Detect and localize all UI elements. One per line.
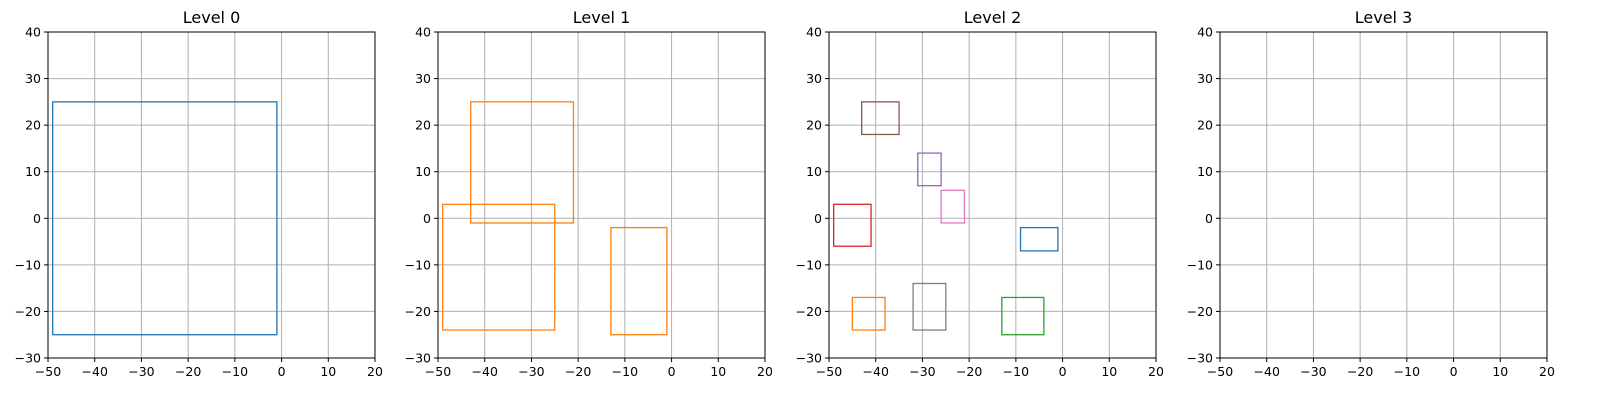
y-tick-label: −20: [15, 304, 41, 319]
box-2: [940, 189, 966, 224]
x-tick-label: −10: [1003, 364, 1029, 379]
y-tick-label: 40: [806, 25, 822, 40]
x-tick-label: 0: [1450, 364, 1458, 379]
y-tick-label: 20: [1197, 118, 1213, 133]
y-tick-label: 10: [1197, 164, 1213, 179]
y-tick-label: −30: [405, 351, 431, 366]
x-tick-label: −40: [1254, 364, 1280, 379]
x-tick-label: −30: [128, 364, 154, 379]
x-tick-label: 10: [320, 364, 336, 379]
y-tick-label: 40: [415, 25, 431, 40]
y-tick-label: −10: [796, 257, 822, 272]
y-tick-label: 40: [25, 25, 41, 40]
x-tick-label: −20: [1347, 364, 1373, 379]
x-tick-label: −20: [956, 364, 982, 379]
y-tick-label: −30: [15, 351, 41, 366]
y-tick-label: 40: [1197, 25, 1213, 40]
y-tick-label: 10: [25, 164, 41, 179]
x-tick-label: −40: [863, 364, 889, 379]
box-0: [52, 101, 278, 336]
y-tick-label: −20: [1187, 304, 1213, 319]
box-4: [1019, 226, 1059, 252]
axes-frame: [1219, 31, 1548, 359]
y-tick-label: −30: [1187, 351, 1213, 366]
x-tick-label: −30: [518, 364, 544, 379]
y-tick-label: −10: [1187, 257, 1213, 272]
panel-0: Level 0 −50 −40 −30 −20 −10 0 10 20 −30 −20 −10 0 10 2…: [15, 8, 383, 379]
x-tick-label: −20: [565, 364, 591, 379]
x-tick-label: −10: [1394, 364, 1420, 379]
y-tick-label: −20: [796, 304, 822, 319]
y-tick-label: −10: [15, 257, 41, 272]
x-tick-label: −10: [612, 364, 638, 379]
panel-title: Level 0: [183, 8, 241, 27]
panel-3: Level 3 −50 −40 −30 −20 −10 0 10 20 −30 −20 −10 0 10 2…: [1187, 8, 1555, 379]
y-tick-label: 30: [1197, 71, 1213, 86]
y-tick-label: 10: [806, 164, 822, 179]
box-5: [851, 296, 886, 331]
box-3: [833, 203, 872, 247]
panel-title: Level 1: [573, 8, 631, 27]
x-tick-label: 0: [1059, 364, 1067, 379]
box-2: [610, 226, 668, 336]
axes-frame: [437, 31, 766, 359]
x-tick-label: −40: [472, 364, 498, 379]
x-tick-label: −30: [909, 364, 935, 379]
panel-2: Level 2 −50 −40 −30 −20 −10 0 10 20 −30 −20 −10 0 10 2…: [796, 8, 1164, 379]
x-tick-label: −30: [1300, 364, 1326, 379]
x-tick-label: 0: [278, 364, 286, 379]
panel-1: Level 1 −50 −40 −30 −20 −10 0 10 20 −30 −20 −10 0 10 2…: [405, 8, 773, 379]
x-tick-label: −50: [816, 364, 842, 379]
y-tick-label: 20: [25, 118, 41, 133]
y-tick-label: 0: [1205, 211, 1213, 226]
y-tick-label: 10: [415, 164, 431, 179]
box-0: [470, 101, 575, 224]
y-tick-label: 30: [25, 71, 41, 86]
x-tick-label: −50: [425, 364, 451, 379]
axes-frame: [828, 31, 1157, 359]
x-tick-label: 10: [1492, 364, 1508, 379]
x-tick-label: 0: [668, 364, 676, 379]
x-tick-label: 20: [1539, 364, 1555, 379]
box-7: [1001, 296, 1045, 336]
y-tick-label: −10: [405, 257, 431, 272]
x-tick-label: 10: [1101, 364, 1117, 379]
y-tick-label: 30: [806, 71, 822, 86]
x-tick-label: 20: [757, 364, 773, 379]
y-tick-label: −30: [796, 351, 822, 366]
axes-frame: [47, 31, 376, 359]
box-6: [912, 282, 947, 331]
y-tick-label: 0: [33, 211, 41, 226]
x-tick-label: −50: [1207, 364, 1233, 379]
x-tick-label: −50: [35, 364, 61, 379]
y-tick-label: 20: [415, 118, 431, 133]
x-tick-label: 20: [1148, 364, 1164, 379]
x-tick-label: 10: [710, 364, 726, 379]
box-1: [442, 203, 556, 331]
y-tick-label: 0: [423, 211, 431, 226]
box-0: [861, 101, 900, 136]
x-tick-label: 20: [367, 364, 383, 379]
panel-title: Level 2: [964, 8, 1022, 27]
x-tick-label: −20: [175, 364, 201, 379]
x-tick-label: −40: [82, 364, 108, 379]
y-tick-label: −20: [405, 304, 431, 319]
y-tick-label: 30: [415, 71, 431, 86]
box-1: [917, 152, 942, 187]
y-tick-label: 0: [814, 211, 822, 226]
y-tick-label: 20: [806, 118, 822, 133]
panel-title: Level 3: [1355, 8, 1413, 27]
x-tick-label: −10: [222, 364, 248, 379]
